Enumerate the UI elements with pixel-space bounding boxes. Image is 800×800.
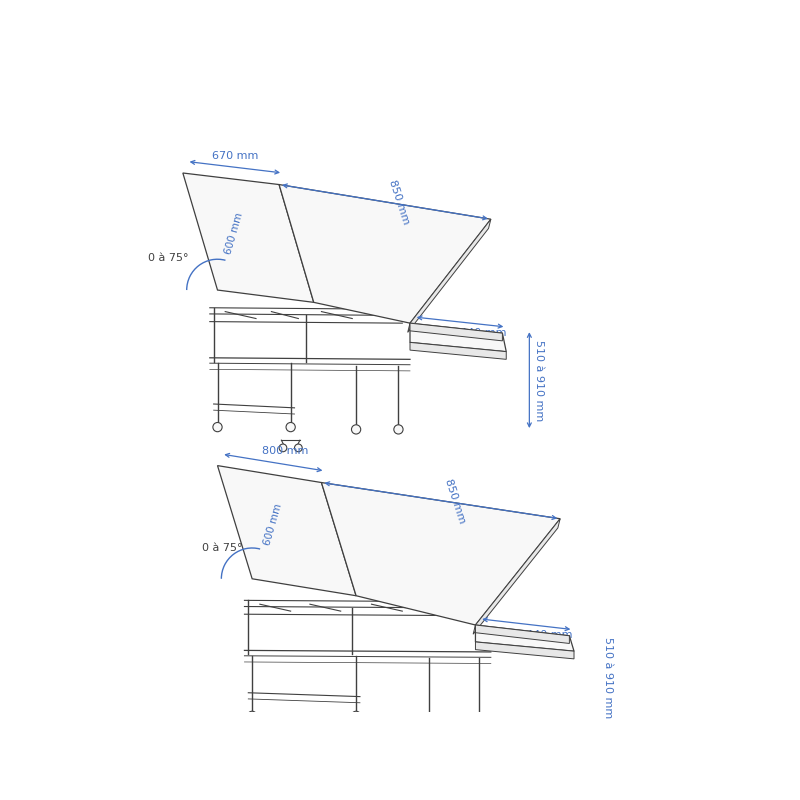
Circle shape: [294, 444, 302, 452]
Circle shape: [345, 733, 352, 741]
Polygon shape: [473, 518, 560, 634]
Polygon shape: [410, 323, 502, 341]
Text: 0 à 75°: 0 à 75°: [202, 543, 242, 553]
Polygon shape: [218, 466, 356, 596]
Text: 0 à 75°: 0 à 75°: [148, 253, 189, 262]
Circle shape: [474, 714, 484, 722]
Polygon shape: [475, 625, 574, 651]
Polygon shape: [475, 642, 574, 659]
Circle shape: [394, 425, 403, 434]
Text: 440 mm: 440 mm: [460, 328, 506, 338]
Circle shape: [213, 422, 222, 432]
Polygon shape: [475, 625, 570, 643]
Polygon shape: [408, 219, 491, 332]
Polygon shape: [183, 173, 314, 302]
Circle shape: [360, 733, 368, 741]
Polygon shape: [410, 342, 506, 359]
Circle shape: [351, 711, 361, 721]
Text: 440 mm: 440 mm: [526, 630, 573, 640]
Text: 850 mm: 850 mm: [442, 477, 466, 524]
Text: 600 mm: 600 mm: [262, 502, 284, 547]
Circle shape: [279, 444, 287, 452]
Polygon shape: [410, 323, 506, 352]
Circle shape: [425, 714, 434, 722]
Polygon shape: [322, 482, 560, 625]
Text: 510 à 910 mm: 510 à 910 mm: [603, 637, 613, 718]
Text: 600 mm: 600 mm: [224, 211, 245, 255]
Text: 510 à 910 mm: 510 à 910 mm: [534, 339, 543, 421]
Circle shape: [247, 711, 257, 721]
Circle shape: [286, 422, 295, 432]
Text: 800 mm: 800 mm: [262, 446, 308, 456]
Polygon shape: [279, 185, 491, 323]
Text: 670 mm: 670 mm: [212, 151, 258, 161]
Circle shape: [351, 425, 361, 434]
Text: 850 mm: 850 mm: [387, 178, 410, 226]
